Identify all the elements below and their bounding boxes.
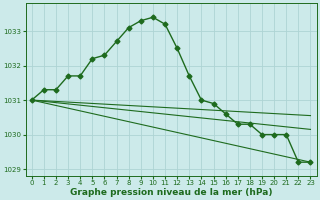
X-axis label: Graphe pression niveau de la mer (hPa): Graphe pression niveau de la mer (hPa) xyxy=(70,188,272,197)
